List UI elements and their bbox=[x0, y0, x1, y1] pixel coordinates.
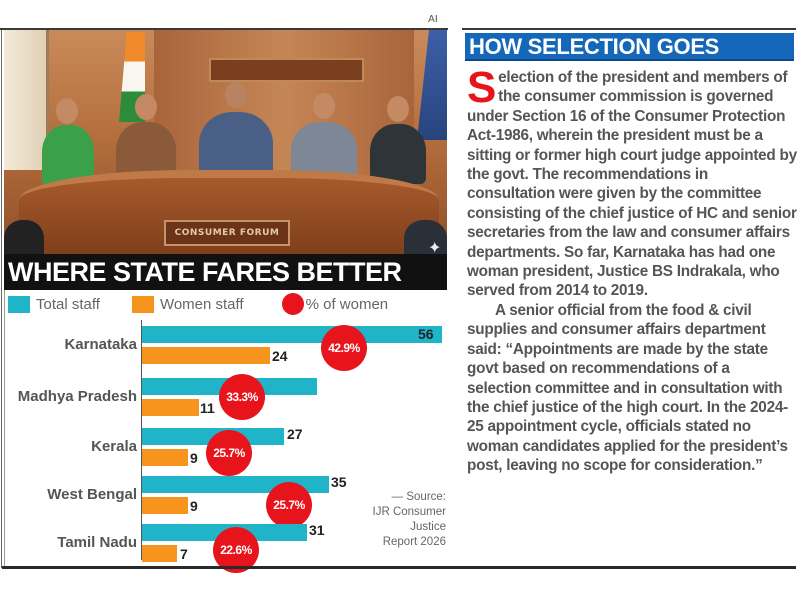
drop-cap: S bbox=[467, 63, 497, 112]
women-staff-value: 24 bbox=[272, 348, 288, 364]
total-staff-value: 31 bbox=[309, 522, 325, 538]
total-staff-value: 56 bbox=[418, 326, 434, 342]
person-foreground-right bbox=[404, 220, 447, 254]
top-rule-left bbox=[0, 28, 448, 30]
wall-nameboard bbox=[209, 58, 364, 82]
bottom-rule bbox=[2, 566, 796, 569]
source-line: Justice bbox=[410, 521, 446, 533]
legend-percent-women: % of women bbox=[281, 293, 389, 315]
chart-legend: Total staff Women staff % of women bbox=[8, 293, 406, 315]
state-label: Madhya Pradesh bbox=[17, 388, 137, 405]
state-label: West Bengal bbox=[47, 486, 137, 503]
women-staff-bar bbox=[142, 497, 188, 514]
women-staff-bar bbox=[142, 449, 188, 466]
legend-total-staff: Total staff bbox=[8, 295, 100, 313]
head bbox=[135, 94, 157, 120]
chart-row-madhya-pradesh: Madhya Pradesh 11 33.3% bbox=[0, 374, 447, 422]
top-rule-right bbox=[462, 28, 796, 30]
article-heading: HOW SELECTION GOES bbox=[465, 33, 794, 61]
percent-women-badge: 25.7% bbox=[206, 430, 252, 476]
state-label: Karnataka bbox=[64, 336, 137, 353]
total-staff-bar bbox=[142, 326, 442, 343]
total-staff-value: 27 bbox=[287, 426, 303, 442]
legend-label: Women staff bbox=[159, 295, 244, 313]
window bbox=[4, 30, 49, 170]
chart-row-west-bengal: West Bengal 35 9 25.7% bbox=[0, 474, 447, 528]
chart-source: — Source: IJR Consumer Justice Report 20… bbox=[350, 490, 447, 550]
ai-generated-tag: AI bbox=[428, 14, 438, 25]
chart-row-kerala: Kerala 27 9 25.7% bbox=[0, 426, 447, 476]
source-line: Report 2026 bbox=[382, 536, 446, 548]
women-staff-value: 9 bbox=[190, 450, 198, 466]
blue-flag bbox=[417, 30, 447, 140]
women-staff-bar bbox=[142, 545, 177, 562]
percent-women-badge: 42.9% bbox=[321, 325, 367, 371]
head bbox=[225, 82, 247, 108]
chart-row-tamil-nadu: Tamil Nadu 31 7 22.6% bbox=[0, 522, 447, 573]
percent-women-circle-icon bbox=[281, 293, 304, 315]
bar-chart: Karnataka 56 24 42.9% Madhya Pradesh 11 … bbox=[0, 318, 447, 573]
percent-women-badge: 33.3% bbox=[219, 374, 265, 420]
women-staff-value: 9 bbox=[190, 498, 198, 514]
sparkle-icon: ✦ bbox=[428, 238, 442, 254]
head bbox=[56, 98, 78, 124]
state-label: Kerala bbox=[91, 438, 137, 455]
legend-women-staff: Women staff bbox=[131, 295, 244, 313]
head bbox=[313, 93, 335, 119]
chart-row-karnataka: Karnataka 56 24 42.9% bbox=[0, 325, 447, 371]
consumer-forum-plaque: CONSUMER FORUM bbox=[164, 220, 290, 246]
percent-women-badge: 22.6% bbox=[213, 527, 259, 573]
women-staff-swatch-icon bbox=[131, 295, 154, 313]
legend-label: Total staff bbox=[36, 295, 100, 313]
article-paragraph-2: A senior official from the food & civil … bbox=[467, 301, 788, 475]
left-border bbox=[1, 30, 5, 568]
state-label: Tamil Nadu bbox=[57, 534, 137, 551]
women-staff-bar bbox=[142, 399, 199, 416]
total-staff-swatch-icon bbox=[8, 295, 30, 313]
person-woman-dark-suit bbox=[370, 124, 426, 184]
chart-headline: WHERE STATE FARES BETTER bbox=[4, 254, 447, 290]
women-staff-value: 7 bbox=[180, 546, 188, 562]
percent-women-badge: 25.7% bbox=[266, 482, 312, 528]
legend-label: % of women bbox=[305, 295, 389, 313]
courtroom-illustration: CONSUMER FORUM ✦ bbox=[4, 30, 447, 254]
source-line: — Source: bbox=[391, 491, 446, 503]
head bbox=[387, 96, 409, 122]
source-line: IJR Consumer bbox=[372, 506, 447, 518]
person-foreground-left bbox=[4, 220, 44, 254]
women-staff-bar bbox=[142, 347, 270, 364]
total-staff-value: 35 bbox=[331, 474, 347, 490]
y-axis-line bbox=[141, 320, 142, 560]
women-staff-value: 11 bbox=[200, 400, 215, 416]
paragraph-text: election of the president and members of… bbox=[467, 69, 797, 300]
